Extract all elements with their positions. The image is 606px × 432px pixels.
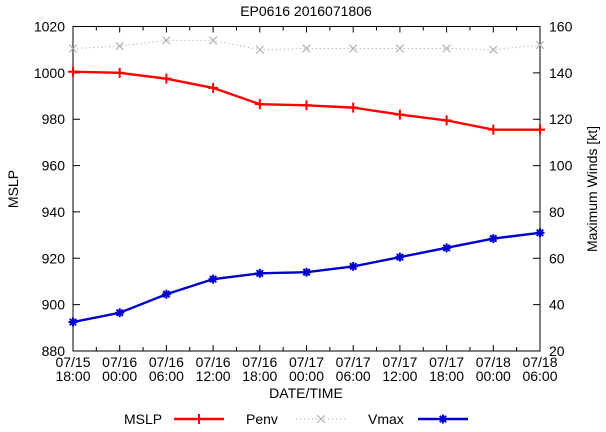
x-tick-label: 07/18 06:00 [522,354,557,384]
chart-title: EP0616 2016071806 [240,3,372,19]
y2-tick-label: 120 [549,111,573,127]
series-line-vmax [72,231,541,324]
x-tick-label: 07/16 12:00 [196,354,231,384]
legend-label-penv: Penv [246,411,278,427]
y2-axis-label: Maximum Winds [kt] [584,126,600,252]
y-tick-label: 900 [42,297,66,313]
y-tick-label: 880 [42,343,66,359]
legend-label-vmax: Vmax [368,411,404,427]
y-tick-label: 1000 [34,65,65,81]
y-tick-label: 920 [42,250,66,266]
y-tick-label: 960 [42,158,66,174]
x-tick-label: 07/15 18:00 [55,354,90,384]
x-tick-label: 07/17 12:00 [382,354,417,384]
x-tick-label: 07/16 18:00 [242,354,277,384]
y2-tick-label: 20 [549,343,565,359]
y-axis-label: MSLP [5,170,21,208]
x-tick-label: 07/16 06:00 [149,354,184,384]
y2-tick-label: 100 [549,158,573,174]
y2-tick-label: 60 [549,250,565,266]
y2-tick-label: 80 [549,204,565,220]
y-tick-label: 940 [42,204,66,220]
y-tick-label: 980 [42,111,66,127]
x-tick-label: 07/18 00:00 [476,354,511,384]
legend-marker-mslp [194,414,204,424]
series-markers-vmax [68,228,545,327]
x-tick-label: 07/17 06:00 [336,354,371,384]
x-tick-label: 07/16 00:00 [102,354,137,384]
y2-tick-label: 40 [549,297,565,313]
legend: MSLP Penv Vmax [124,411,468,427]
series-markers-mslp [68,66,545,135]
plot-area: 880 900 920 940 960 980 1000 1020 20 40 60 80 100 120… [34,19,573,385]
y-tick-label: 1020 [34,19,65,35]
legend-marker-penv [316,414,326,424]
x-axis-label: DATE/TIME [269,385,343,401]
legend-label-mslp: MSLP [124,411,162,427]
series-markers-penv [68,36,545,54]
x-tick-label: 07/17 00:00 [289,354,324,384]
y2-tick-label: 140 [549,65,573,81]
x-tick-label: 07/17 18:00 [429,354,464,384]
legend-marker-vmax [438,414,448,424]
axis-ticks [72,26,541,352]
y2-tick-label: 160 [549,19,573,35]
